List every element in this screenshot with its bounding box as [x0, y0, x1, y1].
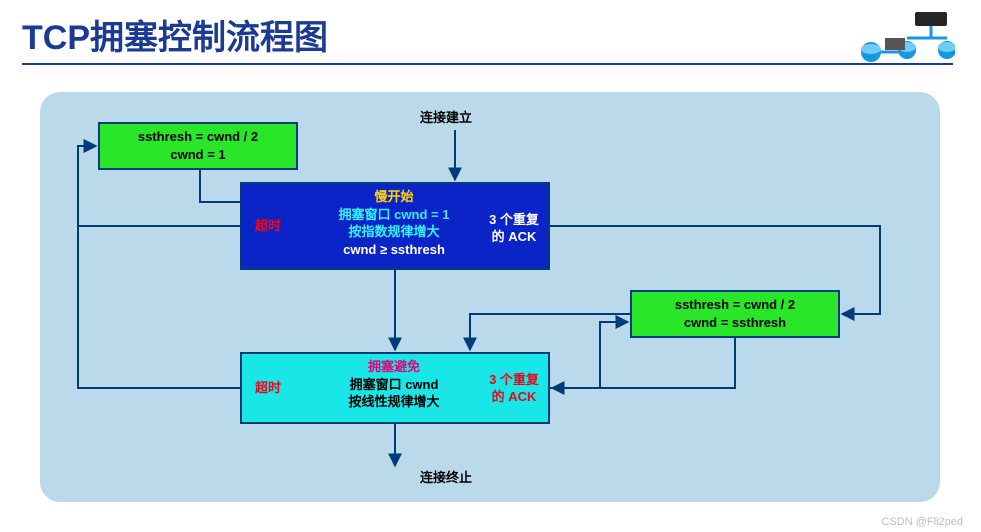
page: TCP拥塞控制流程图 [0, 0, 981, 532]
page-title: TCP拥塞控制流程图 [0, 0, 981, 63]
text: 按指数规律增大 [294, 223, 494, 241]
end-label: 连接终止 [420, 470, 472, 487]
text: ssthresh = cwnd / 2 [102, 128, 294, 146]
text: cwnd ≥ ssthresh [294, 241, 494, 259]
ca-title: 拥塞避免 [294, 358, 494, 376]
node-slow-start: 超时 慢开始 拥塞窗口 cwnd = 1 按指数规律增大 cwnd ≥ ssth… [240, 182, 550, 270]
watermark: CSDN @Fli2ped [882, 516, 963, 528]
timeout-label: 超时 [255, 380, 281, 397]
node-fast-recovery-set: ssthresh = cwnd / 2 cwnd = ssthresh [630, 290, 840, 338]
text: 拥塞窗口 cwnd [294, 376, 494, 394]
flowchart-canvas: 连接建立 连接终止 ssthresh = cwnd / 2 cwnd = 1 超… [40, 92, 940, 502]
node-reset-ssthresh: ssthresh = cwnd / 2 cwnd = 1 [98, 122, 298, 170]
dupack-label: 3 个重复的 ACK [486, 372, 542, 406]
title-divider [22, 63, 953, 65]
start-label: 连接建立 [420, 110, 472, 127]
text: cwnd = ssthresh [634, 314, 836, 332]
slow-title: 慢开始 [294, 188, 494, 206]
network-logo-icon [845, 8, 955, 64]
text: 按线性规律增大 [294, 393, 494, 411]
node-congestion-avoidance: 超时 拥塞避免 拥塞窗口 cwnd 按线性规律增大 3 个重复的 ACK [240, 352, 550, 424]
text: cwnd = 1 [102, 146, 294, 164]
text: ssthresh = cwnd / 2 [634, 296, 836, 314]
dupack-label: 3 个重复的 ACK [486, 212, 542, 246]
text: 拥塞窗口 cwnd = 1 [294, 206, 494, 224]
timeout-label: 超时 [255, 218, 281, 235]
